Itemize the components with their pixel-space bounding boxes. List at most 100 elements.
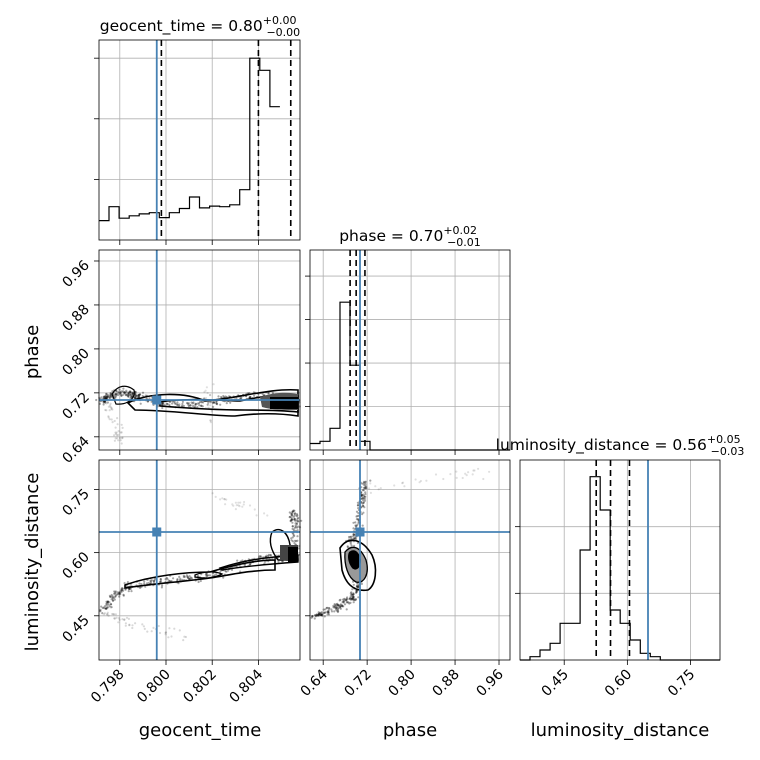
sample-point (241, 559, 244, 562)
sample-point (335, 606, 338, 609)
sample-point (291, 536, 294, 539)
sample-point (449, 473, 452, 476)
sample-point (134, 390, 137, 393)
sample-point (349, 592, 352, 595)
sample-point (364, 480, 367, 483)
sample-point (165, 576, 168, 580)
sample-point (117, 433, 120, 436)
sample-point (355, 585, 359, 588)
sample-point (339, 605, 342, 608)
sample-point (125, 391, 128, 394)
sample-point (348, 597, 351, 601)
sample-point (237, 501, 240, 504)
sample-point (118, 595, 121, 598)
sample-point (327, 611, 330, 614)
sample-point (362, 493, 365, 496)
sample-point (320, 614, 323, 617)
x-tick-label: 0.804 (227, 666, 267, 706)
sample-point (102, 606, 105, 609)
sample-point (322, 608, 325, 611)
sample-point (104, 396, 107, 399)
sample-point (157, 404, 160, 407)
sample-point (201, 405, 204, 408)
sample-point (269, 554, 272, 557)
sample-point (129, 391, 132, 394)
sample-point (110, 595, 113, 598)
sample-point (215, 402, 218, 405)
sample-point (211, 401, 215, 405)
sample-point (165, 402, 169, 405)
sample-point (419, 479, 422, 483)
sample-point (207, 574, 210, 577)
sample-point (116, 423, 119, 426)
sample-point (379, 487, 382, 490)
sample-point (352, 527, 355, 530)
sample-point (377, 488, 380, 491)
sample-point (320, 613, 323, 617)
sample-point (236, 559, 239, 562)
sample-point (106, 395, 109, 398)
sample-point (120, 442, 123, 445)
sample-point (320, 611, 323, 614)
sample-point (129, 390, 132, 393)
sample-point (356, 586, 359, 589)
x-tick-label: 0.60 (602, 667, 635, 700)
sample-point (109, 393, 112, 396)
sample-point (128, 390, 132, 394)
sample-point (187, 405, 191, 408)
sample-point (325, 606, 328, 610)
sample-point (355, 589, 358, 593)
sample-point (365, 485, 368, 488)
sample-point (212, 401, 215, 404)
sample-point (127, 617, 130, 621)
sample-point (333, 604, 336, 607)
sample-point (292, 510, 295, 513)
sample-point (114, 433, 118, 436)
sample-point (149, 580, 153, 583)
sample-point (118, 592, 121, 595)
sample-point (346, 601, 349, 604)
sample-point (362, 504, 365, 508)
sample-point (477, 467, 480, 470)
sample-point (109, 603, 113, 606)
sample-point (105, 606, 109, 609)
sample-point (355, 515, 358, 518)
sample-point (118, 392, 121, 395)
sample-point (311, 615, 314, 618)
sample-point (360, 494, 363, 497)
sample-point (291, 527, 294, 531)
x-tick-label: 0.88 (430, 667, 463, 700)
sample-point (114, 393, 117, 396)
sample-point (186, 401, 189, 405)
sample-point (105, 604, 108, 607)
sample-point (341, 604, 344, 608)
contour-small (194, 571, 224, 579)
sample-point (112, 599, 115, 602)
sample-point (124, 624, 127, 627)
sample-point (356, 501, 359, 504)
sample-point (203, 390, 206, 394)
sample-point (128, 623, 131, 626)
sample-point (108, 395, 111, 398)
sample-point (189, 404, 192, 407)
sample-point (353, 544, 356, 548)
panel-frame (309, 249, 511, 451)
sample-point (336, 608, 340, 611)
sample-point (118, 618, 121, 621)
sample-point (149, 579, 152, 583)
sample-point (104, 400, 107, 403)
sample-point (327, 609, 330, 612)
sample-point (196, 402, 199, 405)
sample-point (434, 473, 438, 476)
sample-point (323, 615, 326, 618)
sample-point (349, 598, 353, 601)
sample-point (174, 402, 177, 405)
sample-point (138, 393, 141, 396)
sample-point (168, 579, 171, 582)
sample-point (219, 570, 222, 573)
sample-point (335, 606, 338, 610)
sample-point (352, 595, 355, 598)
sample-point (473, 469, 476, 472)
sample-point (362, 511, 365, 514)
